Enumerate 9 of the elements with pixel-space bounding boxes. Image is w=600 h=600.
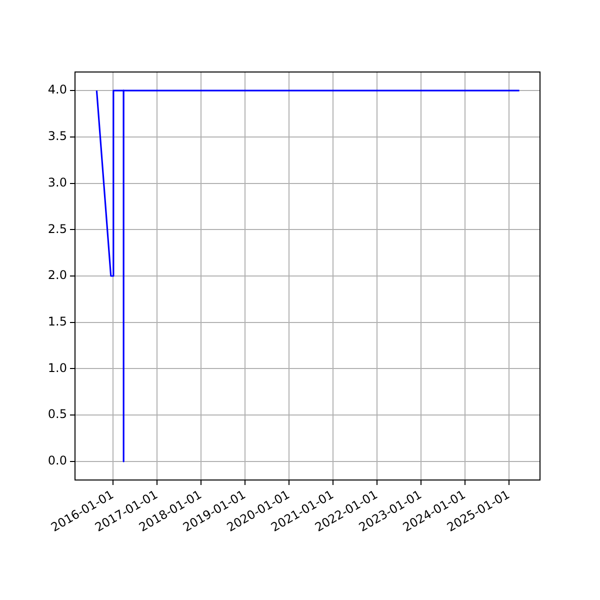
- y-tick-label: 1.0: [48, 360, 67, 375]
- y-tick-label: 2.5: [48, 222, 67, 236]
- y-tick-label: 3.0: [48, 175, 67, 190]
- y-tick-label: 0.5: [48, 407, 67, 422]
- y-tick-label: 2.0: [48, 268, 67, 282]
- y-tick-label: 4.0: [48, 82, 67, 97]
- y-tick-label: 3.5: [48, 129, 67, 144]
- y-tick-label: 0.0: [48, 454, 67, 468]
- y-tick-label: 1.5: [48, 314, 67, 328]
